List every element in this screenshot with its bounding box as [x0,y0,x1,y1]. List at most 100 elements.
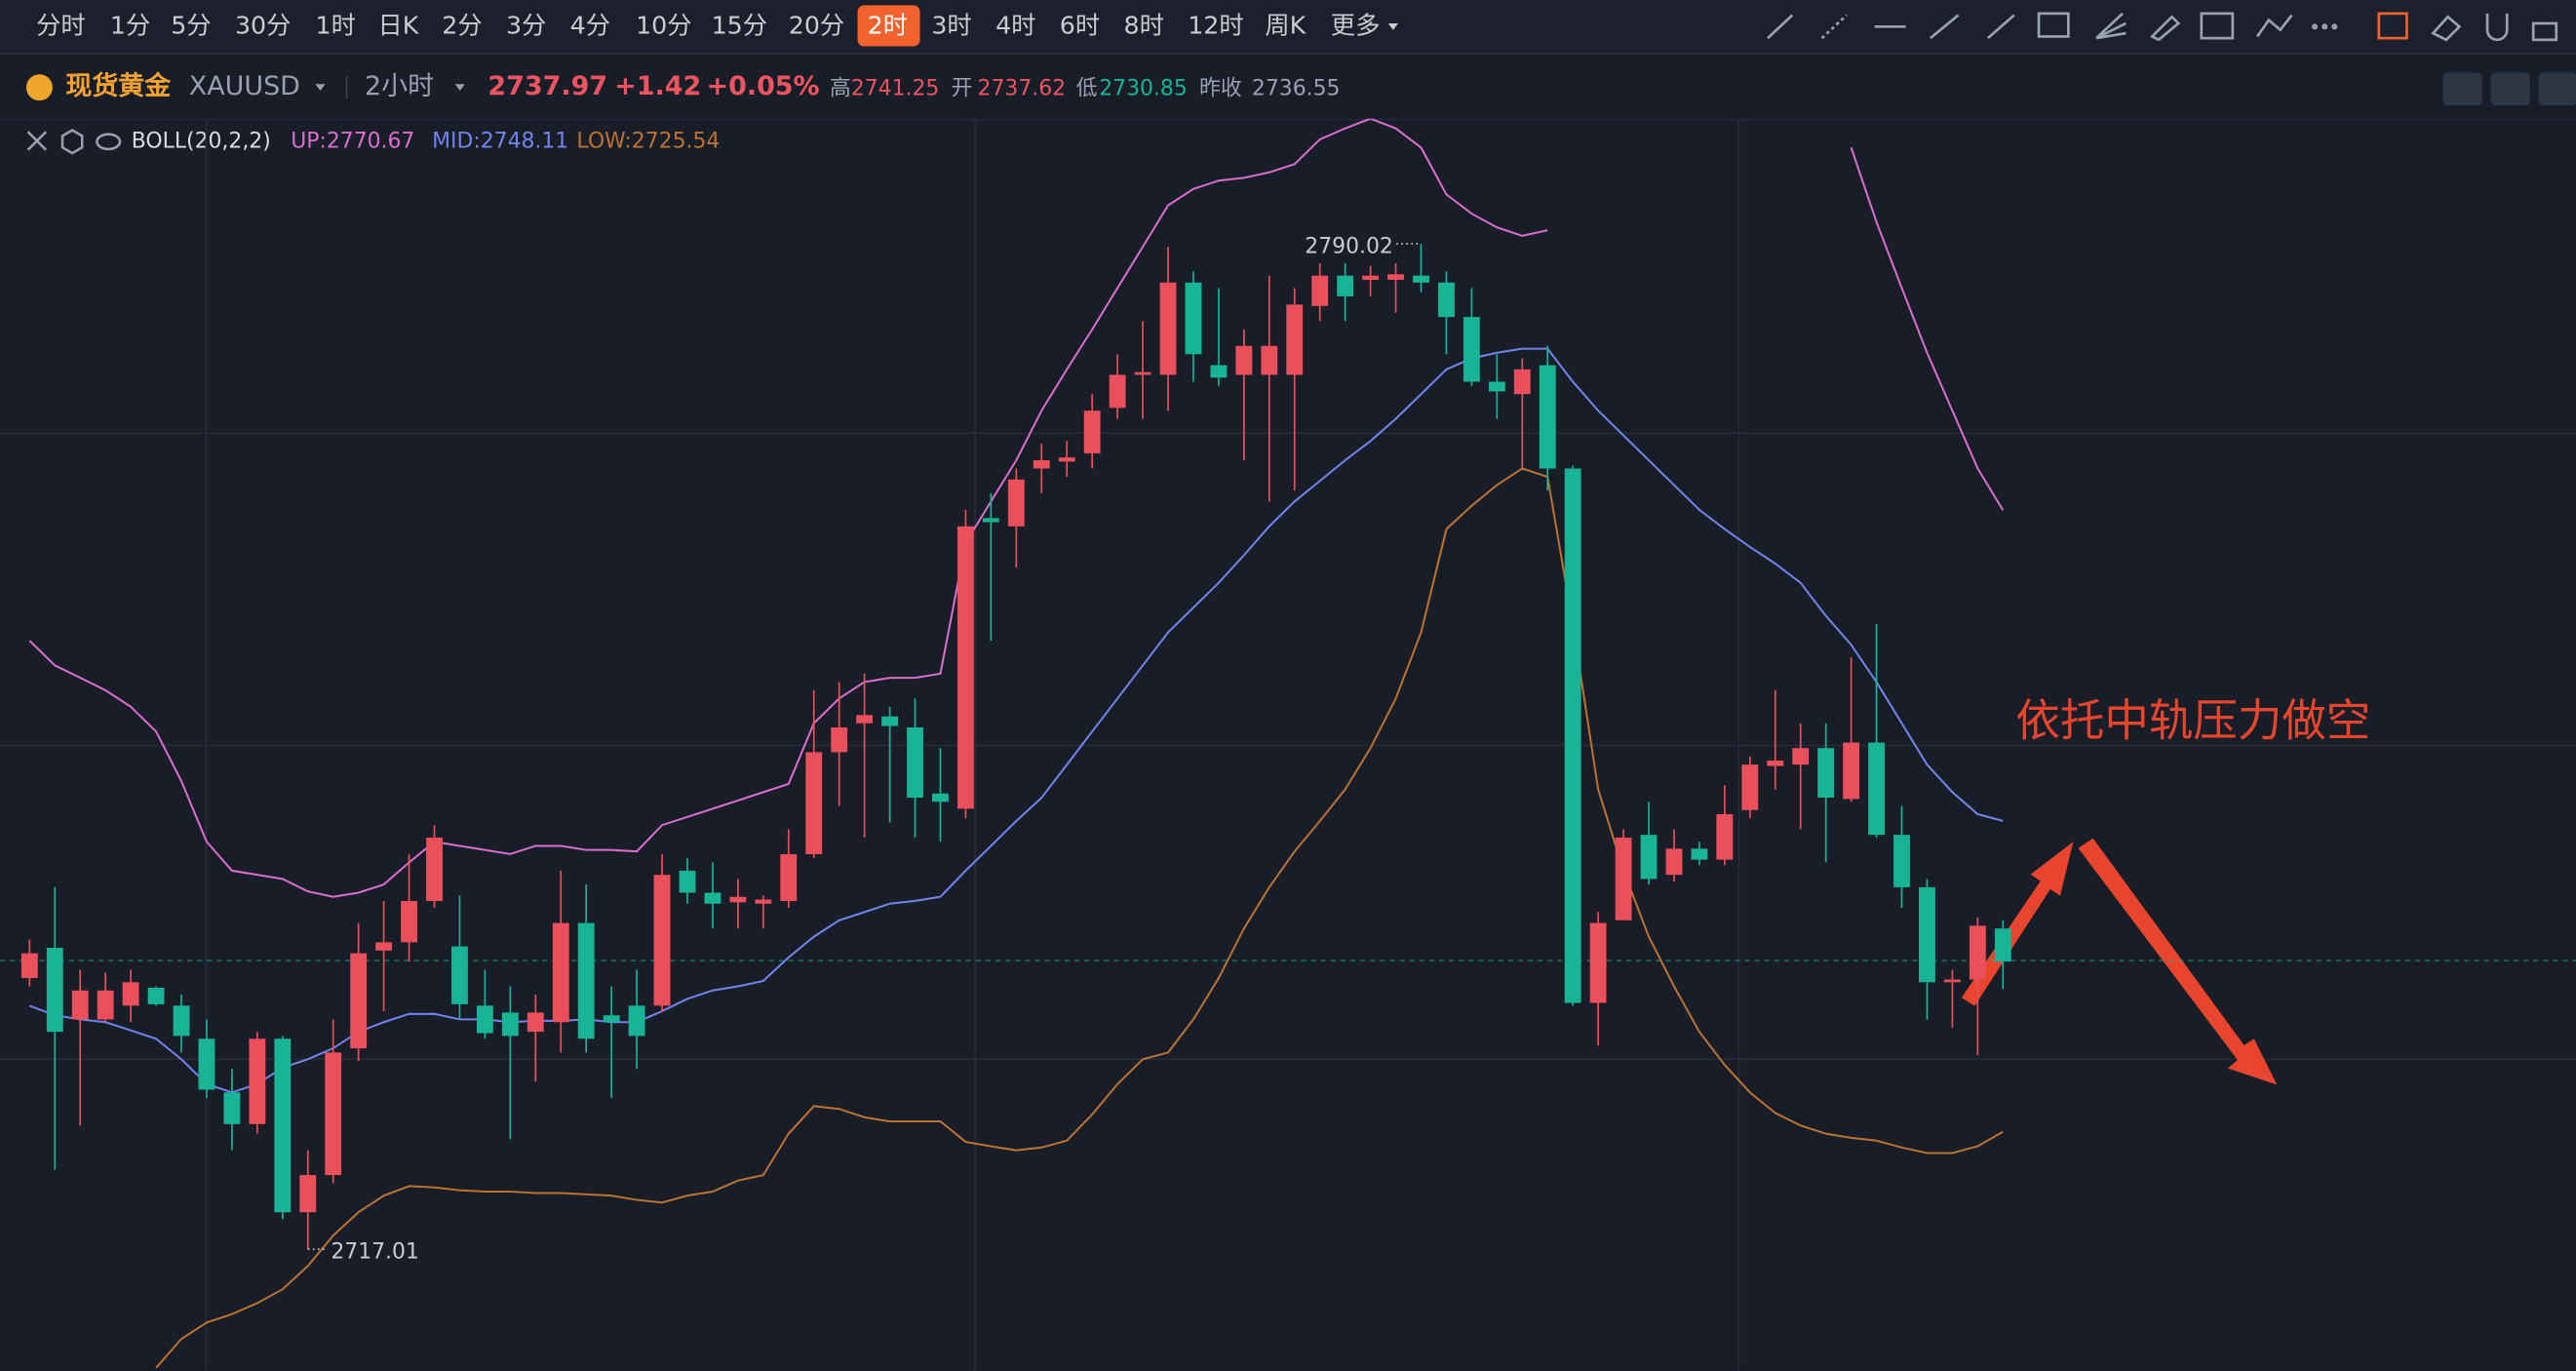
candle-body [274,1038,292,1213]
toolbar-bg [0,0,2576,54]
min-label: 2717.01 [331,1240,419,1265]
change-pct: +0.05% [707,71,820,101]
period-tab[interactable]: 更多 [1331,11,1381,39]
candle-body [1438,282,1455,318]
more-caret [1387,22,1398,30]
indicator-controls[interactable] [26,129,122,155]
candle-body [97,990,114,1020]
candle-body [1994,928,2011,962]
candle-body [1007,479,1025,527]
open-value: 2737.62 [978,76,1067,100]
period-tab[interactable]: 3时 [931,11,971,39]
prev-label: 昨收 [1199,76,1242,100]
candle-body [1387,274,1404,280]
candle-body [147,987,165,1004]
plot-area [0,118,2576,1369]
candle-body [1767,760,1784,766]
candle-body [1513,369,1531,395]
candle-body [375,942,393,951]
candle-body [982,518,999,523]
period-tab[interactable]: 1时 [316,11,356,39]
candle-body [451,946,468,1004]
symbol-code[interactable]: XAUUSD [189,71,300,101]
candle-body [907,727,923,799]
candle-body [603,1015,620,1023]
header-buttons[interactable] [2442,72,2576,106]
period-tab[interactable]: 1分 [110,11,150,39]
period-tab[interactable]: 8时 [1124,11,1164,39]
annotation-arrows [1961,838,2278,1085]
annotation-text: 依托中轨压力做空 [2015,694,2370,746]
candle-body [350,953,368,1049]
low-label: 低 [1076,76,1098,100]
period-tab[interactable]: 2时 [868,11,908,39]
grid [0,118,2576,1371]
candle-body [1159,282,1177,375]
period-tab[interactable]: 周K [1265,11,1307,39]
period-tab[interactable]: 6时 [1060,11,1100,39]
candle-body [1488,381,1505,392]
candle-body [1337,275,1354,296]
candle-body [729,896,747,903]
dropdown-caret [454,84,465,92]
candle-body [1185,282,1202,355]
high-value: 2741.25 [851,76,940,100]
max-label: 2790.02 [1305,234,1393,258]
candle-body [1362,275,1380,280]
candle-body [552,922,569,1023]
candle-body [1741,764,1759,810]
indicator-value: LOW:2725.54 [576,129,720,153]
indicator-value: UP:2770.67 [291,129,414,153]
open-label: 开 [952,76,973,100]
candle-body [1210,365,1228,378]
candle-body [881,716,898,726]
period-tab[interactable]: 5分 [171,11,211,39]
candle-body [1261,345,1278,375]
period-tab[interactable]: 12时 [1188,11,1243,39]
last-price: 2737.97 [488,71,607,101]
candle-body [653,875,671,1006]
candle-body [1134,372,1151,375]
candle-body [1817,748,1835,799]
period-tab[interactable]: 10分 [636,11,691,39]
candle-body [805,752,823,854]
candle-body [71,990,89,1020]
period-tab[interactable]: 4分 [570,11,610,39]
period-tab[interactable]: 20分 [789,11,844,39]
low-value: 2730.85 [1099,76,1188,100]
period-tab[interactable]: 分时 [36,11,86,39]
candle-body [932,793,949,803]
period-tab[interactable]: 3分 [506,11,546,39]
drawing-tools[interactable] [1767,12,2558,42]
candle-body [1716,813,1734,860]
period-tab[interactable]: 30分 [235,11,291,39]
candle-body [1919,886,1935,983]
period-tab[interactable]: 日K [378,11,420,39]
candle-body [198,1038,215,1090]
candle-body [1843,742,1860,800]
candle-body [249,1038,266,1124]
candle-body [173,1005,190,1037]
candle-body [426,837,443,901]
period-tab[interactable]: 2分 [442,11,482,39]
candle-body [1083,411,1101,453]
candle-body [401,900,417,943]
change: +1.42 [614,71,701,101]
candle-body [1413,275,1429,283]
candle-body [527,1012,544,1033]
candle-body [299,1175,317,1213]
period[interactable]: 2小时 [365,71,434,101]
candle-body [679,870,696,893]
candle-body [1969,925,1986,980]
period-tab[interactable]: 15分 [712,11,767,39]
candle-body [956,526,974,809]
indicator-value: MID:2748.11 [432,129,568,153]
candle-body [1893,835,1910,887]
candle-body [1691,848,1708,860]
prev-value: 2736.55 [1252,76,1341,100]
candle-body [577,922,595,1039]
candle-body [1463,317,1480,382]
period-tab[interactable]: 4时 [995,11,1035,39]
candle-body [755,899,772,904]
